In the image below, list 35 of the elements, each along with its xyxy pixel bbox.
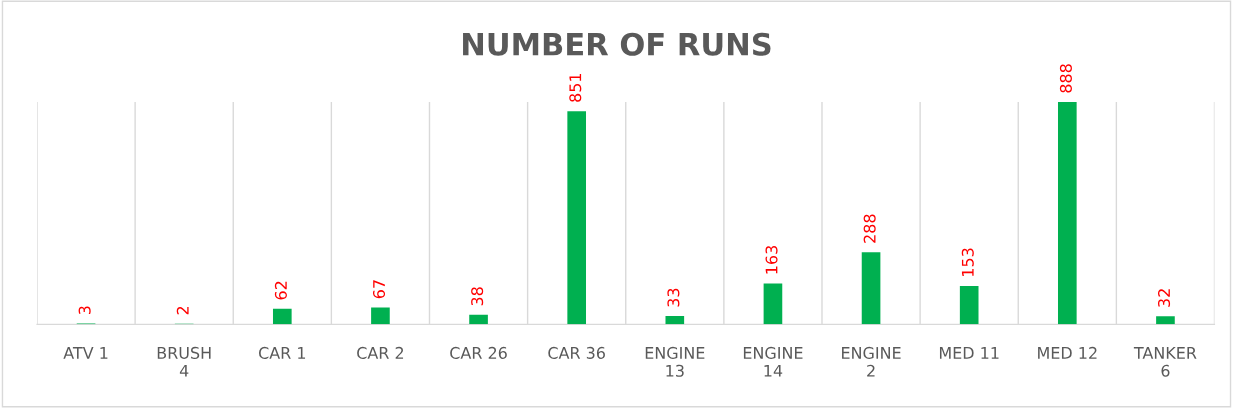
x-tick-label: TANKER 6 <box>1133 347 1197 377</box>
bar <box>763 283 783 325</box>
bar <box>469 314 488 325</box>
data-label: 153 <box>961 248 974 276</box>
data-label: 67 <box>372 280 386 299</box>
chart-title: NUMBER OF RUNS <box>463 32 771 56</box>
x-tick-label: BRUSH 4 <box>157 346 211 377</box>
x-tick-label: CAR 2 <box>357 346 404 359</box>
data-label: 288 <box>863 214 876 243</box>
x-tick-label: ENGINE 14 <box>743 346 803 377</box>
bar <box>1057 102 1077 325</box>
x-tick-label: ENGINE 13 <box>645 346 705 377</box>
data-label: 32 <box>1157 289 1171 307</box>
x-tick-label: CAR 26 <box>450 346 507 359</box>
data-label: 33 <box>667 288 680 307</box>
bar <box>959 286 979 325</box>
bar <box>567 111 587 325</box>
data-label: 62 <box>274 281 287 300</box>
bar <box>371 307 390 325</box>
x-tick-label: ENGINE 2 <box>842 346 901 377</box>
bar <box>272 308 292 325</box>
x-tick-label: CAR 36 <box>548 346 605 359</box>
data-label: 888 <box>1059 64 1072 93</box>
bar <box>1156 316 1175 325</box>
bar <box>665 316 685 325</box>
data-label: 163 <box>765 246 778 274</box>
x-tick-label: MED 11 <box>939 347 999 359</box>
x-tick-label: CAR 1 <box>258 346 306 359</box>
data-label: 851 <box>569 73 582 102</box>
bar <box>861 252 881 325</box>
x-tick-label: ATV 1 <box>63 347 108 359</box>
data-label: 2 <box>176 306 189 315</box>
x-tick-label: MED 12 <box>1038 346 1097 359</box>
data-label: 38 <box>471 287 484 306</box>
data-label: 3 <box>78 306 91 315</box>
